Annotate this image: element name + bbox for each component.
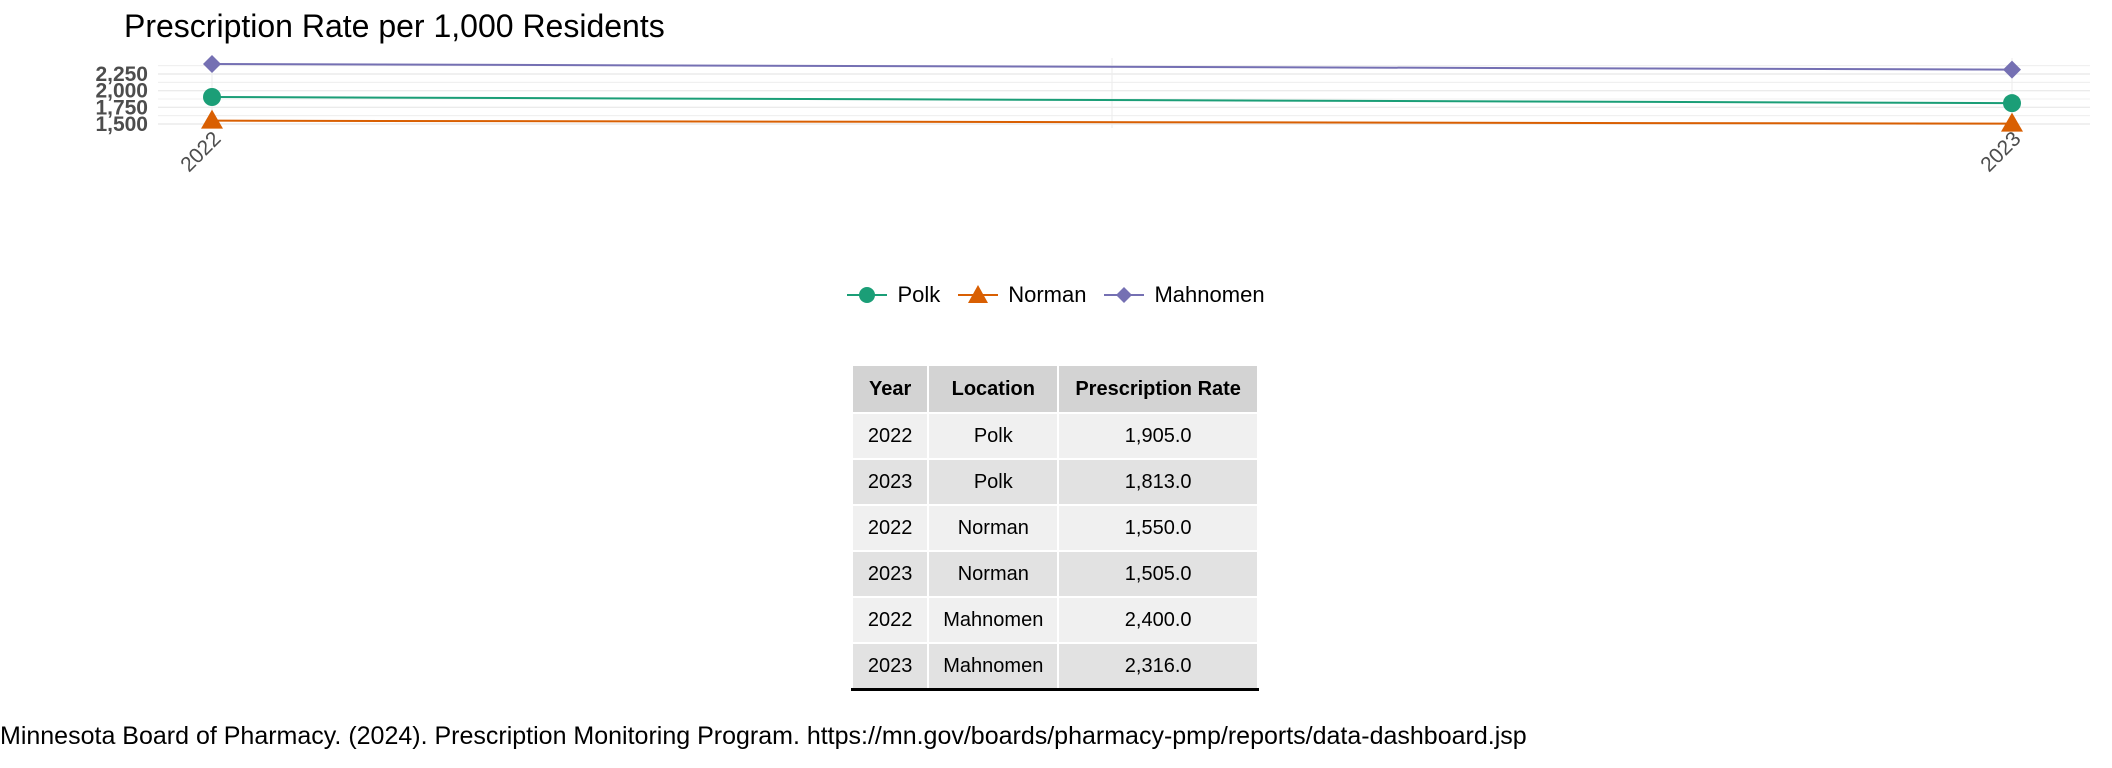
cell-rate: 1,550.0	[1057, 504, 1259, 552]
table-row: 2023 Norman 1,505.0	[850, 550, 1259, 598]
source-citation: Minnesota Board of Pharmacy. (2024). Pre…	[0, 722, 1527, 750]
cell-year: 2022	[850, 412, 930, 460]
diamond-marker-icon	[1104, 287, 1145, 303]
data-table: Year Location Prescription Rate 2022 Pol…	[850, 364, 1259, 691]
data-point-polk	[2003, 94, 2021, 113]
legend-label: Mahnomen	[1154, 282, 1265, 307]
cell-year: 2023	[850, 642, 930, 691]
legend-item-polk: Polk	[847, 282, 940, 308]
cell-location: Mahnomen	[927, 596, 1060, 644]
y-tick-label: 2,000	[95, 80, 148, 103]
legend-item-mahnomen: Mahnomen	[1104, 282, 1265, 308]
cell-location: Norman	[927, 550, 1060, 598]
y-tick-label: 1,500	[95, 113, 148, 136]
series-line-polk	[211, 96, 2013, 105]
series-lines	[201, 55, 2023, 132]
chart-title: Prescription Rate per 1,000 Residents	[124, 8, 665, 44]
data-point-mahnomen	[2003, 60, 2021, 79]
x-tick-label: 2023	[1976, 127, 2025, 176]
cell-year: 2023	[850, 550, 930, 598]
table-header-row: Year Location Prescription Rate	[850, 364, 1259, 414]
cell-location: Norman	[927, 504, 1060, 552]
data-point-polk	[203, 88, 221, 106]
cell-rate: 1,505.0	[1057, 550, 1259, 598]
table-row: 2022 Norman 1,550.0	[850, 504, 1259, 552]
triangle-marker-icon	[958, 285, 999, 303]
legend-item-norman: Norman	[958, 282, 1086, 308]
table-row: 2023 Mahnomen 2,316.0	[850, 642, 1259, 691]
cell-rate: 1,905.0	[1057, 412, 1259, 460]
data-point-norman	[201, 109, 223, 129]
x-tick-label: 2022	[176, 127, 225, 176]
cell-location: Mahnomen	[927, 642, 1060, 691]
column-header-year: Year	[850, 364, 930, 414]
column-header-prescription-rate: Prescription Rate	[1057, 364, 1259, 414]
series-line-mahnomen	[211, 63, 2013, 71]
table-row: 2022 Mahnomen 2,400.0	[850, 596, 1259, 644]
series-line-norman	[211, 119, 2013, 125]
data-point-norman	[2001, 112, 2023, 132]
data-point-mahnomen	[203, 55, 221, 73]
cell-year: 2023	[850, 458, 930, 506]
chart-legend: Polk Norman Mahnomen	[0, 282, 2112, 308]
column-header-location: Location	[927, 364, 1060, 414]
cell-location: Polk	[927, 412, 1060, 460]
cell-location: Polk	[927, 458, 1060, 506]
legend-label: Polk	[897, 282, 941, 307]
y-tick-label: 2,250	[95, 63, 148, 86]
legend-label: Norman	[1008, 282, 1087, 307]
cell-year: 2022	[850, 596, 930, 644]
table-row: 2022 Polk 1,905.0	[850, 412, 1259, 460]
cell-rate: 2,400.0	[1057, 596, 1259, 644]
table-row: 2023 Polk 1,813.0	[850, 458, 1259, 506]
cell-rate: 2,316.0	[1057, 642, 1259, 691]
cell-rate: 1,813.0	[1057, 458, 1259, 506]
cell-year: 2022	[850, 504, 930, 552]
circle-marker-icon	[847, 287, 888, 303]
y-tick-label: 1,750	[95, 96, 148, 119]
